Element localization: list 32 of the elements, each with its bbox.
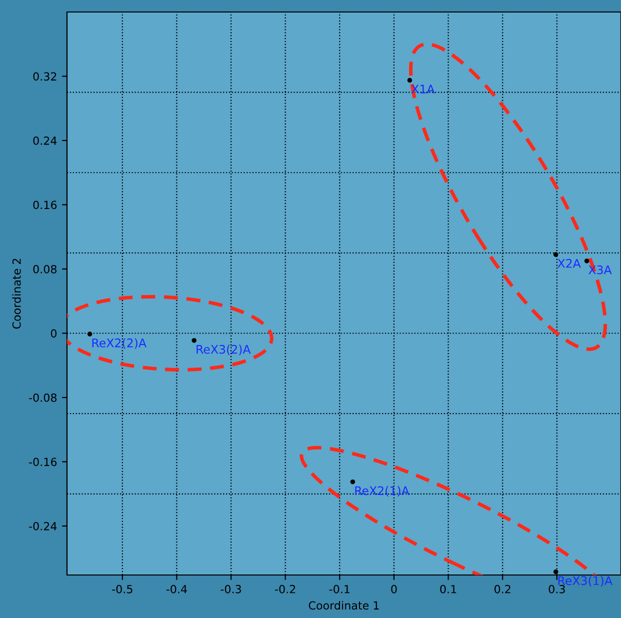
annotation: X2A [558, 258, 581, 268]
x-tick-label: 0.2 [494, 584, 510, 594]
x-tick-label: 0 [391, 584, 397, 594]
point [407, 78, 412, 83]
annotation: X3A [588, 265, 612, 274]
x-axis-title: Coordinate 1 [308, 601, 379, 610]
annotation: ReX2(2)A [92, 338, 146, 349]
y-tick-label: 0.32 [33, 72, 56, 81]
x-tick-label: -0.2 [275, 584, 296, 594]
annotation: ReX3(2)A [196, 344, 251, 356]
point [584, 258, 590, 264]
point [87, 332, 92, 336]
point [192, 338, 196, 343]
y-tick-label: -0.08 [29, 393, 57, 402]
y-tick-label: -0.16 [29, 458, 57, 466]
annotation: ReX3(1)A [558, 576, 612, 586]
y-tick-label: 0.08 [33, 264, 57, 274]
y-axis-title: Coordinate 2 [12, 258, 21, 329]
x-tick-label: -0.4 [166, 584, 187, 594]
y-tick-label: 0 [50, 329, 57, 338]
x-tick-label: -0.1 [329, 584, 350, 594]
x-tick-label: 0.1 [440, 584, 456, 594]
y-tick-label: 0.24 [33, 136, 57, 145]
y-tick-label: 0.16 [33, 200, 57, 210]
x-tick-label: 0.3 [548, 584, 565, 594]
y-tick-label: -0.24 [29, 522, 57, 530]
point [553, 569, 558, 574]
point [553, 252, 558, 257]
x-tick-label: -0.5 [112, 584, 132, 594]
point [350, 479, 356, 484]
x-tick-label: -0.3 [220, 584, 241, 594]
annotation: ReX2(1)A [355, 486, 410, 497]
